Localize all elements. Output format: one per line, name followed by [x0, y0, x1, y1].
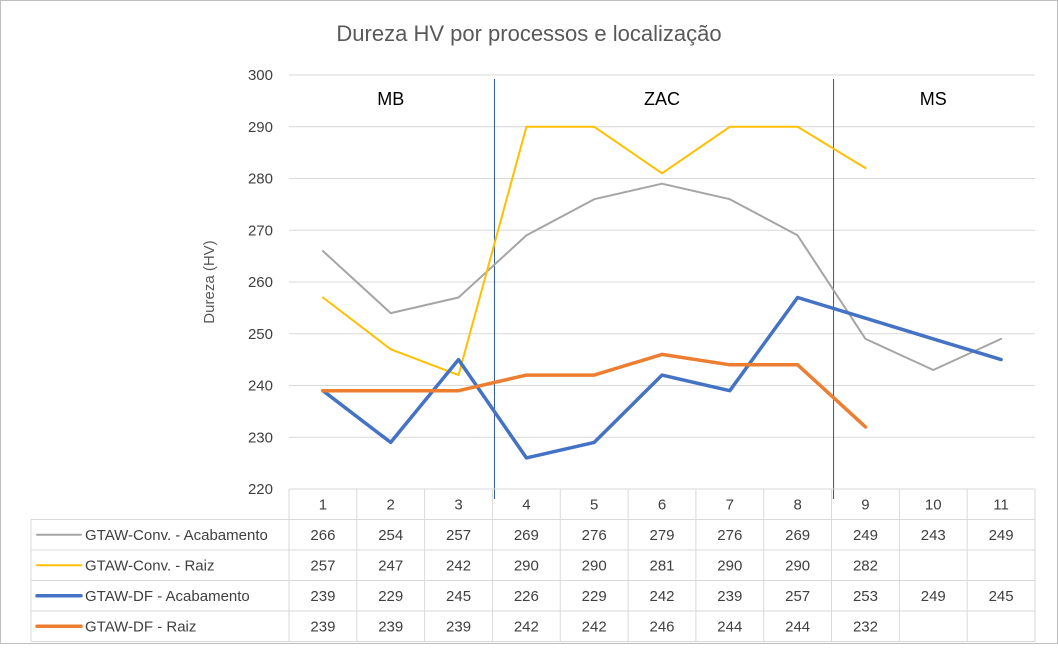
table-cell-value: 239	[446, 618, 471, 635]
table-cell-value: 276	[582, 527, 607, 544]
series-line	[321, 295, 1003, 460]
x-tick-label: 2	[387, 496, 395, 513]
table-cell-value: 244	[785, 618, 810, 635]
y-tick-label: 280	[248, 171, 273, 188]
y-tick-label: 240	[248, 378, 273, 395]
table-cell-value: 279	[649, 527, 674, 544]
table-cell-value: 229	[378, 588, 403, 605]
table-cell-value: 253	[853, 588, 878, 605]
table-cell-value: 242	[582, 618, 607, 635]
table-cell-value: 281	[649, 557, 674, 574]
x-tick-label: 8	[793, 496, 801, 513]
region-label: MB	[377, 89, 404, 109]
legend-entry: GTAW-DF - Raiz	[85, 618, 196, 635]
region-label: ZAC	[644, 89, 680, 109]
region-markers: MB ZAC MS	[377, 79, 947, 499]
y-tick-label: 250	[248, 326, 273, 343]
table-cell-value: 244	[717, 618, 742, 635]
legend-entry: GTAW-DF - Acabamento	[85, 588, 250, 605]
table-cell-value: 282	[853, 557, 878, 574]
x-tick-label: 6	[658, 496, 666, 513]
table-cell-value: 290	[514, 557, 539, 574]
gridlines	[289, 74, 1035, 490]
table-cell-value: 249	[853, 527, 878, 544]
table-cell-value: 242	[649, 588, 674, 605]
table-cell-value: 269	[514, 527, 539, 544]
table-cell-value: 257	[446, 527, 471, 544]
table-cell-value: 229	[582, 588, 607, 605]
y-tick-label: 220	[248, 481, 273, 498]
legend-entry: GTAW-Conv. - Raiz	[85, 557, 214, 574]
series-line	[321, 182, 1003, 371]
y-tick-label: 230	[248, 429, 273, 446]
x-tick-label: 10	[925, 496, 942, 513]
table-cell-value: 226	[514, 588, 539, 605]
table-cell-value: 232	[853, 618, 878, 635]
x-tick-label: 11	[993, 496, 1009, 513]
table-cell-value: 290	[785, 557, 810, 574]
table-cell-value: 242	[446, 557, 471, 574]
table-cell-value: 239	[378, 618, 403, 635]
legend-entry: GTAW-Conv. - Acabamento	[85, 527, 268, 544]
series-line	[321, 352, 868, 429]
x-tick-label: 9	[861, 496, 869, 513]
table-cell-value: 243	[921, 527, 946, 544]
table-cell-value: 254	[378, 527, 403, 544]
y-axis-label: Dureza (HV)	[201, 240, 218, 323]
table-cell-value: 266	[310, 527, 335, 544]
table-cell-value: 247	[378, 557, 403, 574]
data-table: 1 2 3 4 5 6 7 8 9 10 11 GTAW-Conv. - Acabamento 266 2…	[30, 488, 1036, 642]
chart-title: Dureza HV por processos e localização	[336, 21, 721, 46]
table-cell-value: 239	[717, 588, 742, 605]
table-cell-value: 257	[310, 557, 335, 574]
x-tick-label: 3	[454, 496, 462, 513]
table-cell-value: 290	[717, 557, 742, 574]
table-cell-value: 239	[310, 588, 335, 605]
region-label: MS	[920, 89, 947, 109]
table-cell-value: 239	[310, 618, 335, 635]
table-cell-value: 290	[582, 557, 607, 574]
y-tick-label: 260	[248, 274, 273, 291]
table-cell-value: 269	[785, 527, 810, 544]
table-cell-value: 245	[446, 588, 471, 605]
table-cell-value: 246	[649, 618, 674, 635]
x-tick-label: 4	[522, 496, 530, 513]
table-cell-value: 276	[717, 527, 742, 544]
table-cell-value: 249	[989, 527, 1014, 544]
y-tick-label: 270	[248, 222, 273, 239]
series-line	[321, 125, 867, 377]
table-cell-value: 249	[921, 588, 946, 605]
x-tick-label: 5	[590, 496, 598, 513]
table-cell-value: 245	[989, 588, 1014, 605]
y-tick-labels: 220 230 240 250 260 270 280 290 300	[248, 67, 273, 498]
y-tick-label: 290	[248, 119, 273, 136]
table-cell-value: 257	[785, 588, 810, 605]
x-tick-label: 1	[319, 496, 327, 513]
series-lines	[321, 125, 1003, 460]
x-tick-label: 7	[726, 496, 734, 513]
table-cell-value: 242	[514, 618, 539, 635]
y-tick-label: 300	[248, 67, 273, 84]
